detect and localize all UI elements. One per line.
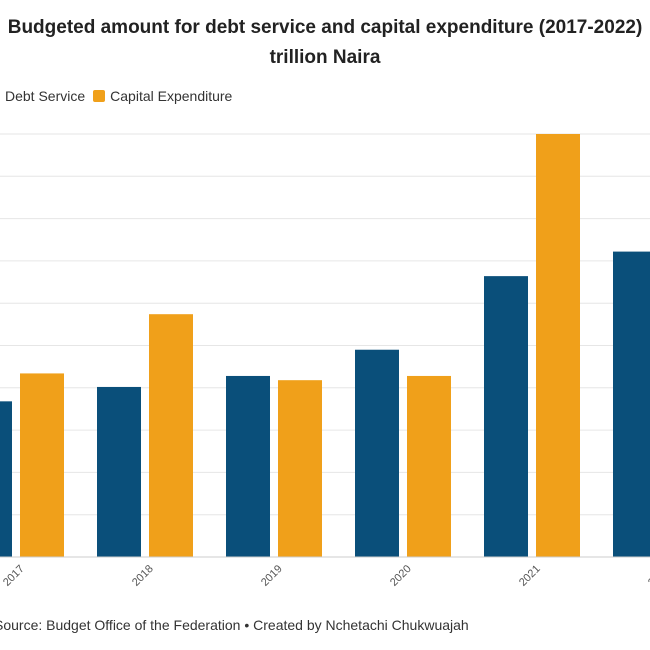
bar-debt-service-2019[interactable] bbox=[226, 375, 270, 557]
x-tick-label: 2019 bbox=[259, 563, 285, 589]
chart-legend: Debt Service Capital Expenditure bbox=[0, 88, 240, 104]
bar-capital-expenditure-2017[interactable] bbox=[20, 373, 64, 557]
x-tick-label: 2022 bbox=[646, 563, 650, 589]
chart-title-line1: Budgeted amount for debt service and cap… bbox=[7, 17, 643, 38]
bar-capital-expenditure-2021[interactable] bbox=[536, 134, 580, 557]
legend-label-capital-expenditure: Capital Expenditure bbox=[110, 88, 233, 104]
bar-debt-service-2017[interactable] bbox=[0, 401, 12, 557]
bar-debt-service-2020[interactable] bbox=[355, 349, 399, 557]
bar-capital-expenditure-2018[interactable] bbox=[149, 314, 193, 557]
legend-item-debt-service[interactable]: Debt Service bbox=[0, 88, 85, 104]
legend-swatch-capital-expenditure bbox=[93, 90, 106, 102]
chart-title-line2: trillion Naira bbox=[269, 47, 381, 68]
bar-capital-expenditure-2020[interactable] bbox=[407, 375, 451, 557]
legend-label-debt-service: Debt Service bbox=[5, 88, 86, 104]
x-tick-label: 2021 bbox=[517, 563, 543, 589]
x-tick-label: 2020 bbox=[388, 563, 414, 589]
x-tick-label: 2018 bbox=[130, 563, 156, 589]
bar-capital-expenditure-2019[interactable] bbox=[278, 380, 322, 557]
legend-item-capital-expenditure[interactable]: Capital Expenditure bbox=[93, 88, 232, 104]
bar-debt-service-2021[interactable] bbox=[484, 276, 528, 557]
chart-footer: Source: Budget Office of the Federation … bbox=[0, 617, 469, 633]
bar-debt-service-2018[interactable] bbox=[97, 386, 141, 557]
x-tick-label: 2017 bbox=[1, 563, 27, 589]
bar-debt-service-2022[interactable] bbox=[613, 251, 650, 557]
